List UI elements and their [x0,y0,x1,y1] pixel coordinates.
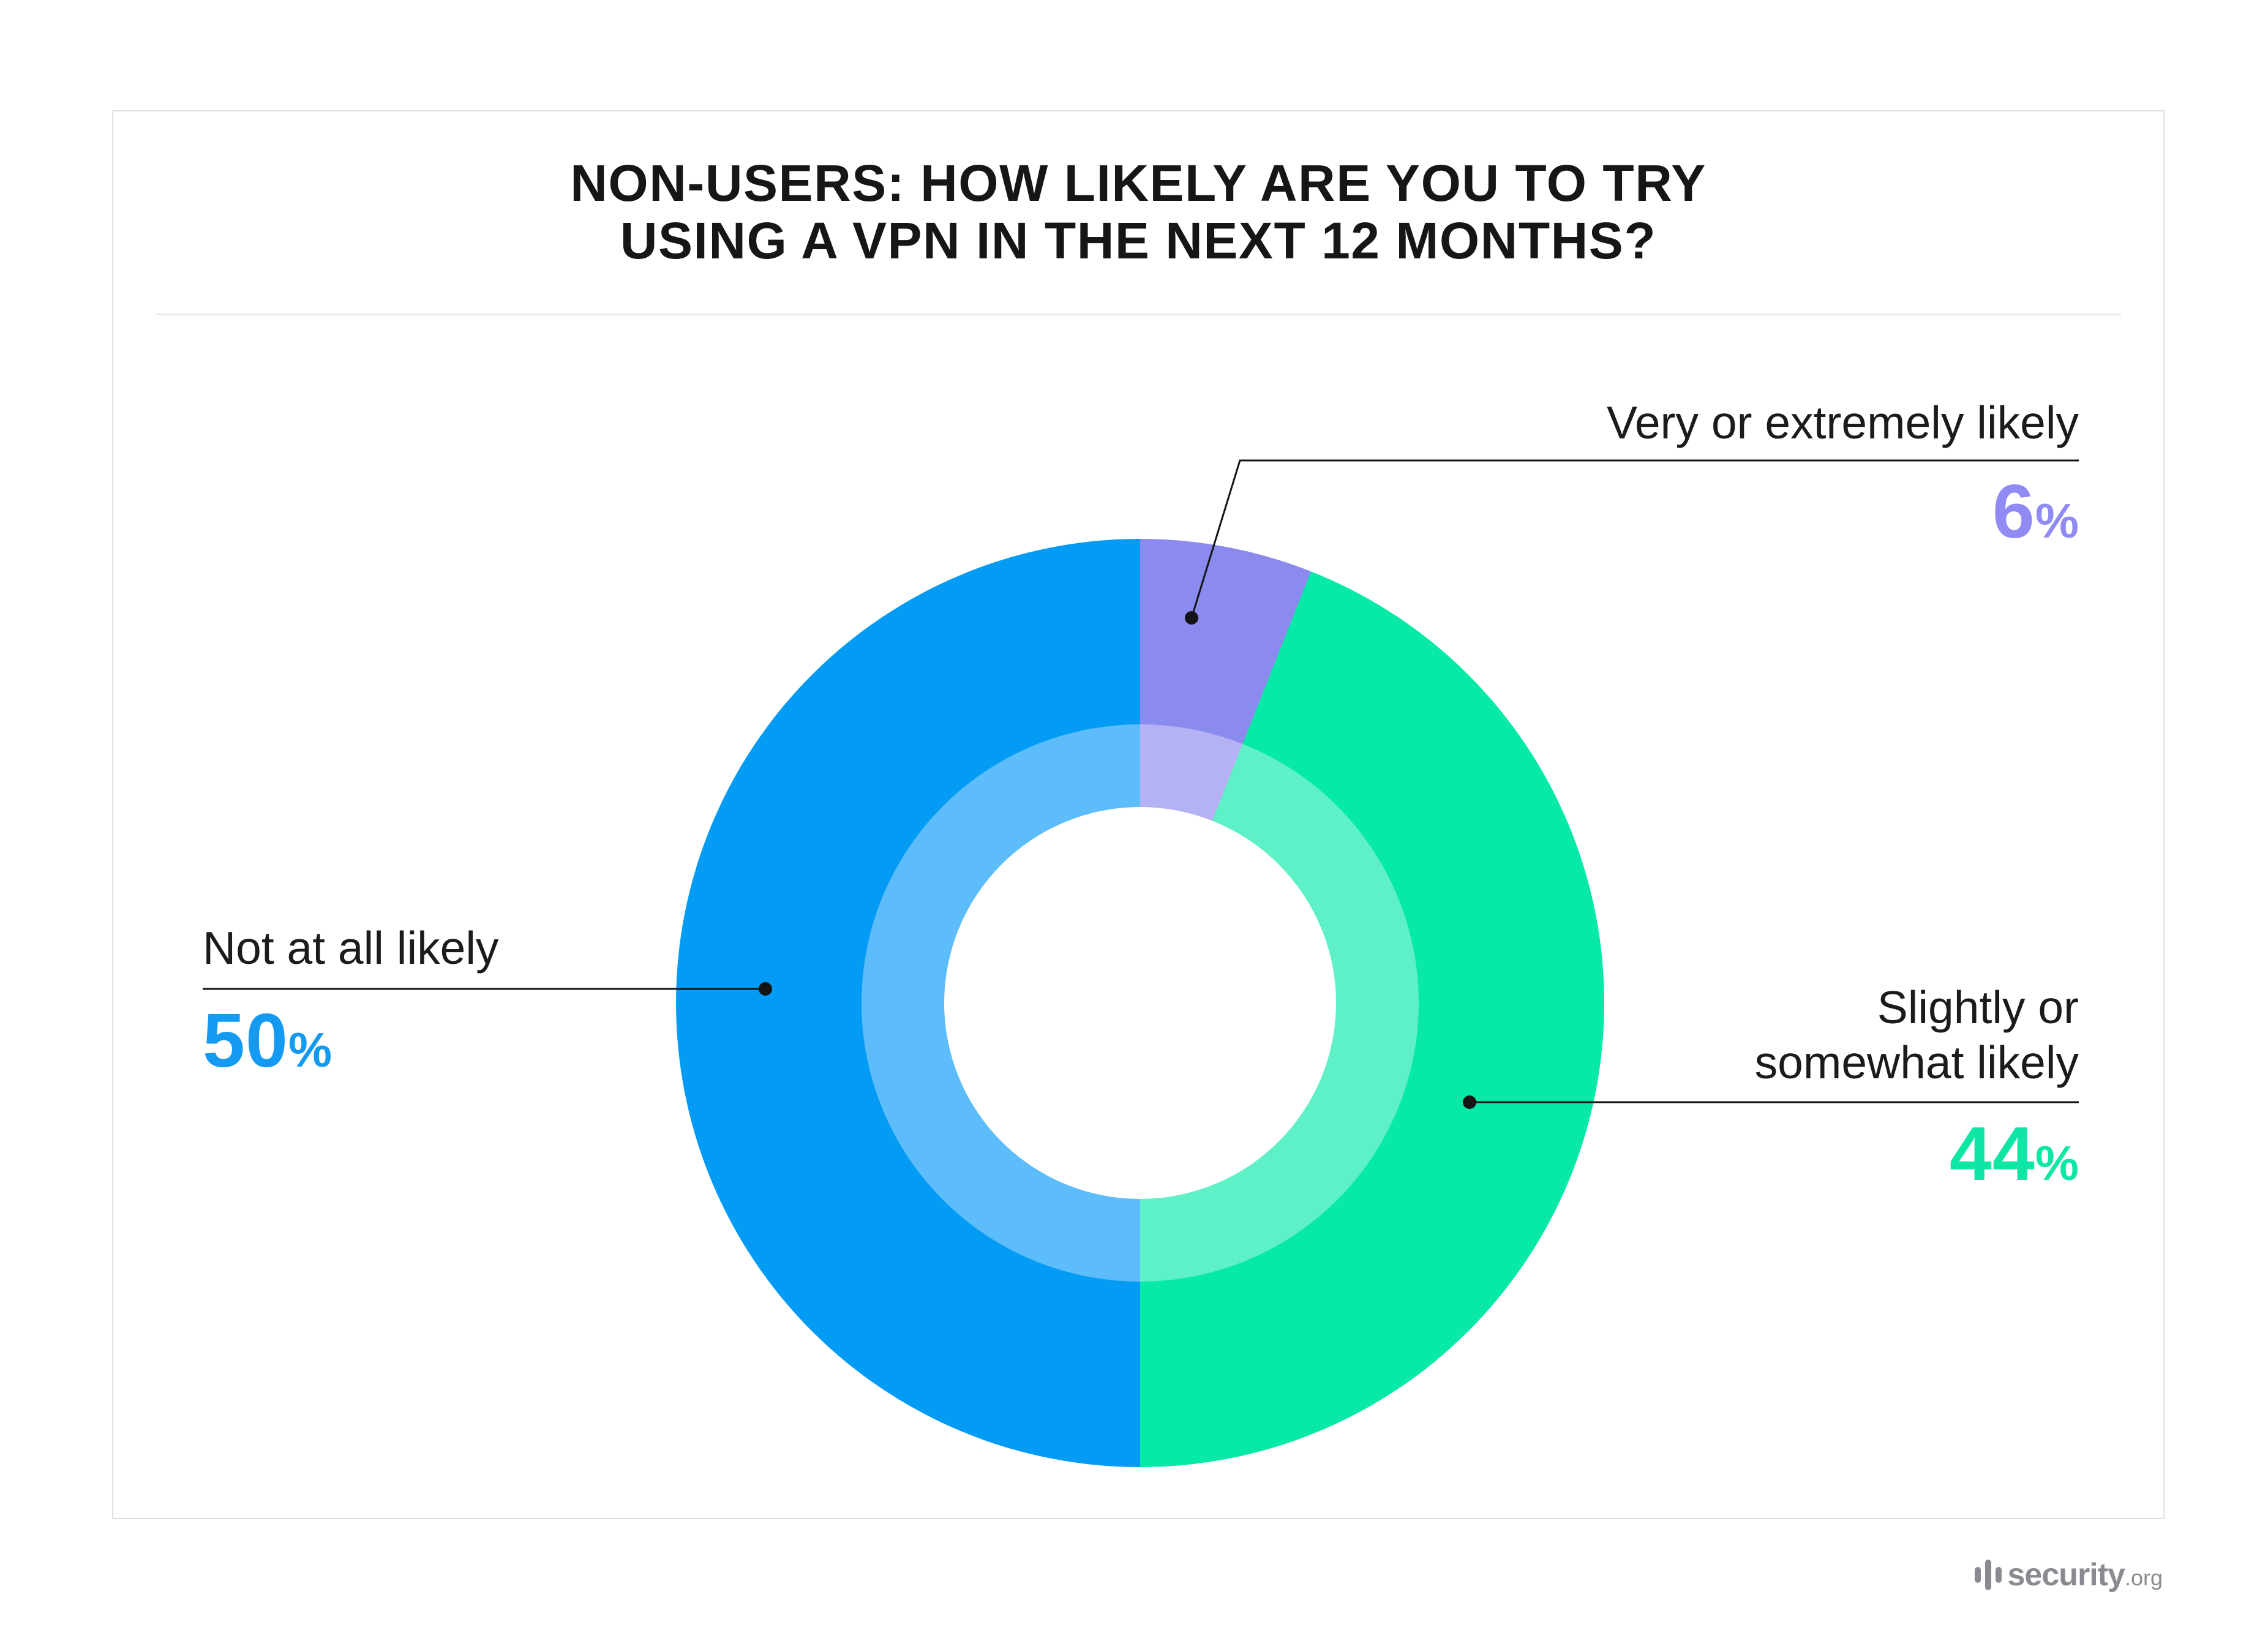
brand-waveform-icon [1974,1560,2002,1590]
callout-value-very: 6% [1650,474,2079,550]
callout-value-slightly-unit: % [2035,1136,2079,1190]
callout-value-slightly-number: 44 [1949,1112,2035,1196]
leader-line-very [1190,459,2079,618]
callout-label-very: Very or extremely likely [1606,397,2079,448]
chart-title: NON-USERS: HOW LIKELY ARE YOU TO TRY USI… [570,154,1707,269]
callout-value-very-unit: % [2035,494,2079,548]
leader-dot-very [1185,611,1198,625]
leader-dot-not [759,982,772,996]
callout-label-slightly: Slightly or somewhat likely [1754,982,2079,1088]
callout-label-not: Not at all likely [203,922,499,974]
callout-value-very-number: 6 [1992,470,2035,554]
callout-value-slightly: 44% [1650,1116,2079,1192]
brand-logo: security .org [1974,1557,2163,1593]
callout-value-not-unit: % [288,1023,332,1077]
brand-suffix: .org [2124,1565,2163,1590]
leader-dot-slightly [1463,1095,1476,1109]
title-divider [156,314,2121,315]
donut-hole [944,807,1336,1199]
brand-name: security [2007,1557,2125,1593]
callout-value-not-number: 50 [203,999,288,1083]
callout-value-not: 50% [203,1003,631,1079]
